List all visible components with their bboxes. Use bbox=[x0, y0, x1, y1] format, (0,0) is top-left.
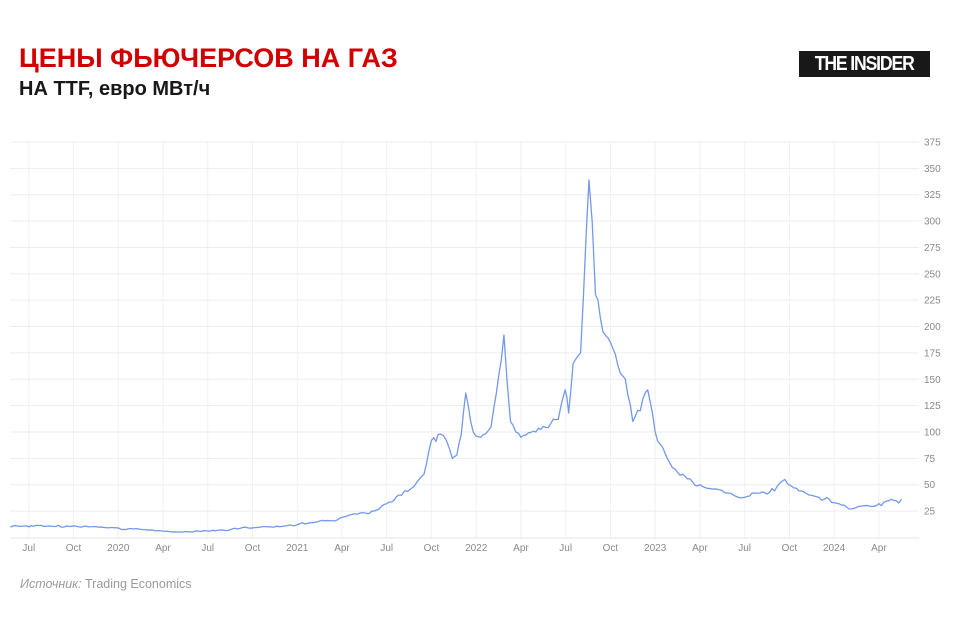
svg-text:325: 325 bbox=[924, 190, 941, 201]
svg-text:Oct: Oct bbox=[424, 543, 440, 554]
svg-text:2020: 2020 bbox=[107, 543, 130, 554]
svg-text:75: 75 bbox=[924, 454, 936, 465]
svg-text:200: 200 bbox=[924, 322, 941, 333]
svg-text:Jul: Jul bbox=[380, 543, 393, 554]
svg-text:2024: 2024 bbox=[823, 543, 846, 554]
svg-text:175: 175 bbox=[924, 348, 941, 359]
svg-text:Jul: Jul bbox=[559, 543, 572, 554]
svg-text:Jul: Jul bbox=[22, 543, 35, 554]
svg-text:125: 125 bbox=[924, 401, 941, 412]
svg-text:250: 250 bbox=[924, 269, 941, 280]
svg-text:Apr: Apr bbox=[871, 543, 887, 554]
svg-text:2021: 2021 bbox=[286, 543, 309, 554]
svg-text:Jul: Jul bbox=[738, 543, 751, 554]
svg-text:225: 225 bbox=[924, 296, 941, 307]
svg-text:Oct: Oct bbox=[782, 543, 798, 554]
svg-text:Jul: Jul bbox=[201, 543, 214, 554]
svg-text:Apr: Apr bbox=[513, 543, 529, 554]
svg-text:25: 25 bbox=[924, 507, 936, 518]
svg-text:2023: 2023 bbox=[644, 543, 667, 554]
svg-text:Oct: Oct bbox=[66, 543, 82, 554]
svg-text:Apr: Apr bbox=[155, 543, 171, 554]
svg-text:50: 50 bbox=[924, 480, 936, 491]
svg-text:100: 100 bbox=[924, 427, 941, 438]
svg-text:300: 300 bbox=[924, 217, 941, 228]
svg-text:Apr: Apr bbox=[692, 543, 708, 554]
svg-text:375: 375 bbox=[924, 138, 941, 149]
svg-text:Oct: Oct bbox=[245, 543, 261, 554]
svg-text:275: 275 bbox=[924, 243, 941, 254]
svg-text:350: 350 bbox=[924, 164, 941, 175]
svg-text:150: 150 bbox=[924, 375, 941, 386]
svg-text:Apr: Apr bbox=[334, 543, 350, 554]
svg-text:Oct: Oct bbox=[603, 543, 619, 554]
svg-text:2022: 2022 bbox=[465, 543, 488, 554]
